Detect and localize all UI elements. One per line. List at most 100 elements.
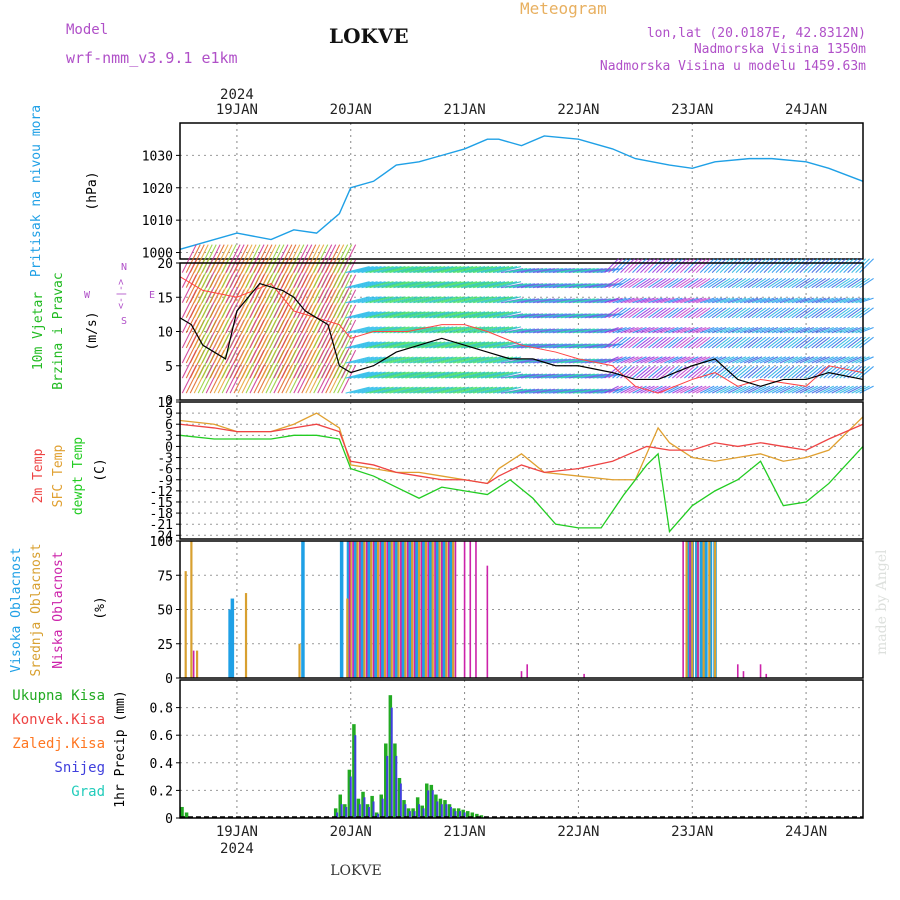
wind-arrow (345, 341, 370, 349)
wind-arrow (624, 258, 639, 273)
wind-arrow (771, 336, 787, 349)
wind-arrow (572, 283, 595, 289)
wind-arrow (711, 336, 727, 349)
wind-arrow (488, 326, 514, 334)
wind-arrow (576, 373, 599, 379)
wind-arrow (723, 385, 739, 394)
wind-arrow (377, 311, 402, 319)
wind-arrow (827, 326, 842, 334)
wind-arrow (401, 341, 426, 349)
cloud-bar (708, 541, 713, 678)
cloud-bar (691, 541, 694, 678)
wind-arrow (453, 371, 478, 379)
wind-arrow (616, 336, 631, 349)
wind-arrow (269, 244, 285, 273)
wind-arrow (604, 385, 619, 394)
wind-arrow (791, 366, 807, 379)
precip-bar (365, 804, 370, 818)
wind-arrow (672, 297, 687, 304)
precip-bar (447, 804, 452, 818)
wind-arrow (715, 258, 731, 273)
wind-arrow (656, 258, 671, 273)
wind-arrow (859, 258, 874, 273)
wind-arrow (704, 297, 719, 304)
legend-item: Grad (71, 784, 105, 800)
cloud-bar (244, 593, 248, 678)
cloud-bar (301, 541, 305, 678)
wind-arrow (441, 266, 466, 274)
wind-arrow (433, 281, 458, 289)
wind-arrow (755, 326, 771, 334)
legend-item: Konvek.Kisa (12, 712, 105, 728)
y-tick-label: 20 (157, 257, 173, 272)
wind-arrow (584, 328, 607, 334)
wind-panel: 0 5 10 15 20 (157, 244, 874, 409)
wind-arrow (421, 371, 446, 379)
wind-arrow (847, 307, 862, 319)
wind-arrow (739, 278, 755, 289)
wind-arrow (449, 281, 474, 289)
wind-arrow (492, 296, 518, 304)
wind-arrow (755, 297, 771, 304)
wind-arrow (636, 336, 651, 349)
wind-arrow (457, 266, 482, 274)
wind-arrow (675, 258, 691, 273)
wind-arrow (333, 244, 349, 273)
wind-arrow (337, 304, 353, 334)
wind-arrow (695, 336, 711, 349)
wind-arrow (660, 307, 675, 319)
wind-arrow (445, 281, 470, 289)
wind-arrow (389, 386, 414, 394)
precip-bar (429, 784, 434, 818)
wind-arrow (365, 341, 390, 349)
wind-arrow (560, 388, 583, 394)
cloud-bar (421, 541, 426, 678)
wind-arrow (719, 356, 735, 364)
wind-arrow (209, 244, 225, 273)
series-line (179, 276, 864, 394)
wind-arrow (445, 266, 470, 274)
cloud-bar (449, 541, 453, 678)
wind-arrow (544, 298, 567, 304)
wind-arrow (608, 278, 623, 289)
wind-arrow (819, 258, 835, 273)
wind-arrow (823, 326, 838, 334)
wind-arrow (508, 373, 532, 379)
cloud-bar (390, 541, 393, 678)
wind-arrow (508, 283, 532, 289)
wind-arrow (819, 297, 834, 304)
wind-arrow (803, 297, 818, 304)
wind-arrow (791, 278, 807, 289)
wind-arrow (644, 385, 659, 394)
wind-arrow (445, 311, 470, 319)
wind-arrow (743, 385, 759, 394)
wind-arrow (636, 307, 651, 319)
wind-arrow (628, 336, 643, 349)
wind-arrow (859, 366, 874, 379)
wind-arrow (656, 356, 671, 364)
wind-arrow (679, 336, 695, 349)
bottom-tick-label: 23JAN (671, 824, 713, 840)
wind-arrow (532, 298, 555, 304)
wind-arrow (652, 336, 667, 349)
pressure-panel: 1000 1010 1020 1030 (142, 122, 864, 262)
wind-arrow (755, 366, 771, 379)
wind-arrow (433, 371, 458, 379)
wind-arrow (751, 385, 767, 394)
wind-arrow (516, 283, 540, 289)
wind-arrow (532, 283, 555, 289)
snow-bar (408, 811, 411, 818)
wind-arrow (703, 278, 719, 289)
cloud-bar (353, 541, 358, 678)
wind-arrow (711, 297, 727, 304)
wind-arrow (193, 244, 209, 273)
y-tick-label: 1000 (142, 247, 173, 262)
snow-bar (345, 806, 348, 818)
cloud-bar (184, 571, 187, 678)
wind-arrow (620, 336, 635, 349)
wind-arrow (688, 356, 703, 364)
wind-arrow (389, 371, 414, 379)
ylabel-high-cloud: Visoka Oblacnost (9, 547, 24, 672)
wind-arrow (747, 326, 763, 334)
cloud-bar (406, 541, 409, 678)
